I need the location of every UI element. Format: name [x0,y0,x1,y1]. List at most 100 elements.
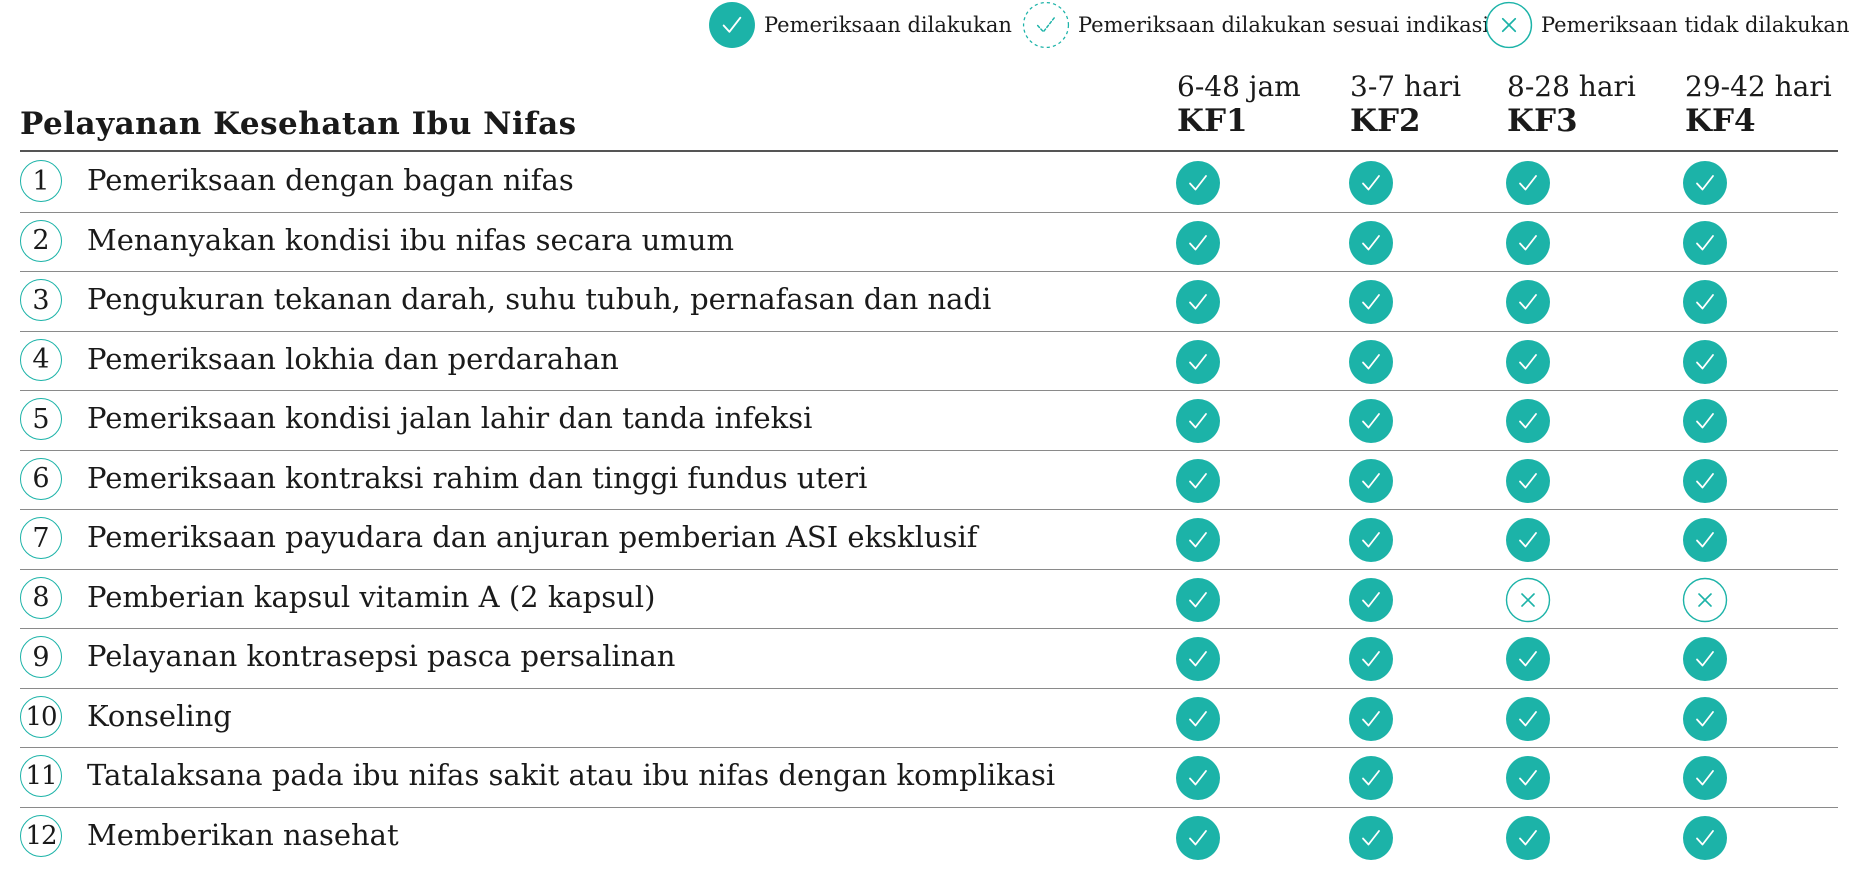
row-number-badge: 5 [20,398,62,440]
filled-check-icon [1505,398,1551,444]
row-label: Pengukuran tekanan darah, suhu tubuh, pe… [87,282,992,316]
filled-check-icon [1505,279,1551,325]
filled-check-icon [1175,160,1221,206]
filled-check-icon [1682,755,1728,801]
legend-label: Pemeriksaan dilakukan sesuai indikasi [1078,13,1490,37]
column-code: KF1 [1177,103,1248,139]
column-code: KF4 [1685,103,1756,139]
legend-label: Pemeriksaan dilakukan [764,13,1012,37]
table-row: 11 Tatalaksana pada ibu nifas sakit atau … [20,748,1838,808]
filled-check-icon [1682,220,1728,266]
filled-check-icon [1682,636,1728,682]
x-icon [1505,577,1551,623]
row-number-badge: 2 [20,219,62,262]
filled-check-icon [1505,815,1551,861]
filled-check-icon [1505,458,1551,504]
row-number-badge: 1 [20,160,62,202]
filled-check-icon [1348,220,1394,266]
row-label: Pemberian kapsul vitamin A (2 kapsul) [87,579,656,614]
filled-check-icon [1505,517,1551,563]
column-code: KF3 [1507,103,1578,139]
table-header: Pelayanan Kesehatan Ibu Nifas 6-48 jam K… [20,70,1838,152]
legend-item-not-done: Pemeriksaan tidak dilakukan [1485,0,1849,50]
filled-check-icon [1348,636,1394,682]
filled-check-icon [1175,755,1221,801]
filled-check-icon [1348,458,1394,504]
row-number-badge: 4 [20,338,62,381]
filled-check-icon [1505,160,1551,206]
table-row: 10 Konseling [20,689,1838,748]
table-title: Pelayanan Kesehatan Ibu Nifas [20,106,577,142]
table-row: 12 Memberikan nasehat [20,808,1838,867]
filled-check-icon [1175,696,1221,742]
filled-check-icon [1348,517,1394,563]
column-header-kf4: 29-42 hari KF4 [1685,70,1832,138]
row-label: Pemeriksaan lokhia dan perdarahan [87,341,619,376]
column-header-kf3: 8-28 hari KF3 [1507,70,1636,138]
row-number-badge: 12 [20,814,62,857]
table-row: 2 Menanyakan kondisi ibu nifas secara umu… [20,213,1838,272]
table-row: 7 Pemeriksaan payudara dan anjuran pember… [20,510,1838,570]
filled-check-icon [1175,220,1221,266]
row-number-badge: 9 [20,636,62,678]
filled-check-icon [1175,815,1221,861]
filled-check-icon [1505,339,1551,385]
filled-check-icon [1348,577,1394,623]
column-range: 29-42 hari [1685,70,1832,103]
filled-check-icon [1682,398,1728,444]
filled-check-icon [1175,458,1221,504]
row-label: Memberikan nasehat [87,817,399,852]
table-row: 9 Pelayanan kontrasepsi pasca persalinan [20,629,1838,689]
row-number-badge: 11 [20,755,62,797]
filled-check-icon [1505,755,1551,801]
filled-check-icon [1682,517,1728,563]
row-number-badge: 3 [20,279,62,321]
filled-check-icon [1682,696,1728,742]
x-icon [1682,577,1728,623]
row-label: Menanyakan kondisi ibu nifas secara umum [87,222,734,257]
filled-check-icon [1682,339,1728,385]
legend-item-indicated: Pemeriksaan dilakukan sesuai indikasi [1022,0,1489,50]
table-row: 4 Pemeriksaan lokhia dan perdarahan [20,332,1838,391]
filled-check-icon [708,1,756,49]
filled-check-icon [1175,279,1221,325]
row-label: Tatalaksana pada ibu nifas sakit atau ib… [87,758,1056,792]
filled-check-icon [1682,279,1728,325]
column-header-kf2: 3-7 hari KF2 [1350,70,1461,138]
row-label: Pemeriksaan kondisi jalan lahir dan tand… [87,401,813,435]
column-range: 3-7 hari [1350,70,1462,103]
column-range: 8-28 hari [1507,70,1636,103]
filled-check-icon [1175,517,1221,563]
filled-check-icon [1348,398,1394,444]
filled-check-icon [1348,815,1394,861]
row-number-badge: 8 [20,576,62,619]
filled-check-icon [1348,279,1394,325]
row-label: Konseling [87,698,232,733]
filled-check-icon [1505,696,1551,742]
filled-check-icon [1505,220,1551,266]
filled-check-icon [1348,339,1394,385]
filled-check-icon [1348,755,1394,801]
table-body: 1 Pemeriksaan dengan bagan nifas 2 Menanyak… [20,153,1838,866]
filled-check-icon [1175,577,1221,623]
x-icon [1485,1,1533,49]
row-number-badge: 6 [20,457,62,500]
filled-check-icon [1175,339,1221,385]
table-row: 5 Pemeriksaan kondisi jalan lahir dan tan… [20,391,1838,451]
column-header-kf1: 6-48 jam KF1 [1177,70,1301,138]
filled-check-icon [1348,160,1394,206]
column-range: 6-48 jam [1177,70,1301,103]
table-row: 3 Pengukuran tekanan darah, suhu tubuh, p… [20,272,1838,332]
filled-check-icon [1348,696,1394,742]
filled-check-icon [1682,458,1728,504]
column-code: KF2 [1350,103,1421,139]
row-label: Pemeriksaan dengan bagan nifas [87,163,574,197]
row-number-badge: 10 [20,695,62,738]
filled-check-icon [1505,636,1551,682]
row-label: Pemeriksaan payudara dan anjuran pemberi… [87,520,978,554]
legend-label: Pemeriksaan tidak dilakukan [1541,13,1850,37]
table-row: 6 Pemeriksaan kontraksi rahim dan tinggi … [20,451,1838,510]
filled-check-icon [1682,160,1728,206]
table-row: 1 Pemeriksaan dengan bagan nifas [20,153,1838,213]
legend-item-done: Pemeriksaan dilakukan [708,0,1012,50]
